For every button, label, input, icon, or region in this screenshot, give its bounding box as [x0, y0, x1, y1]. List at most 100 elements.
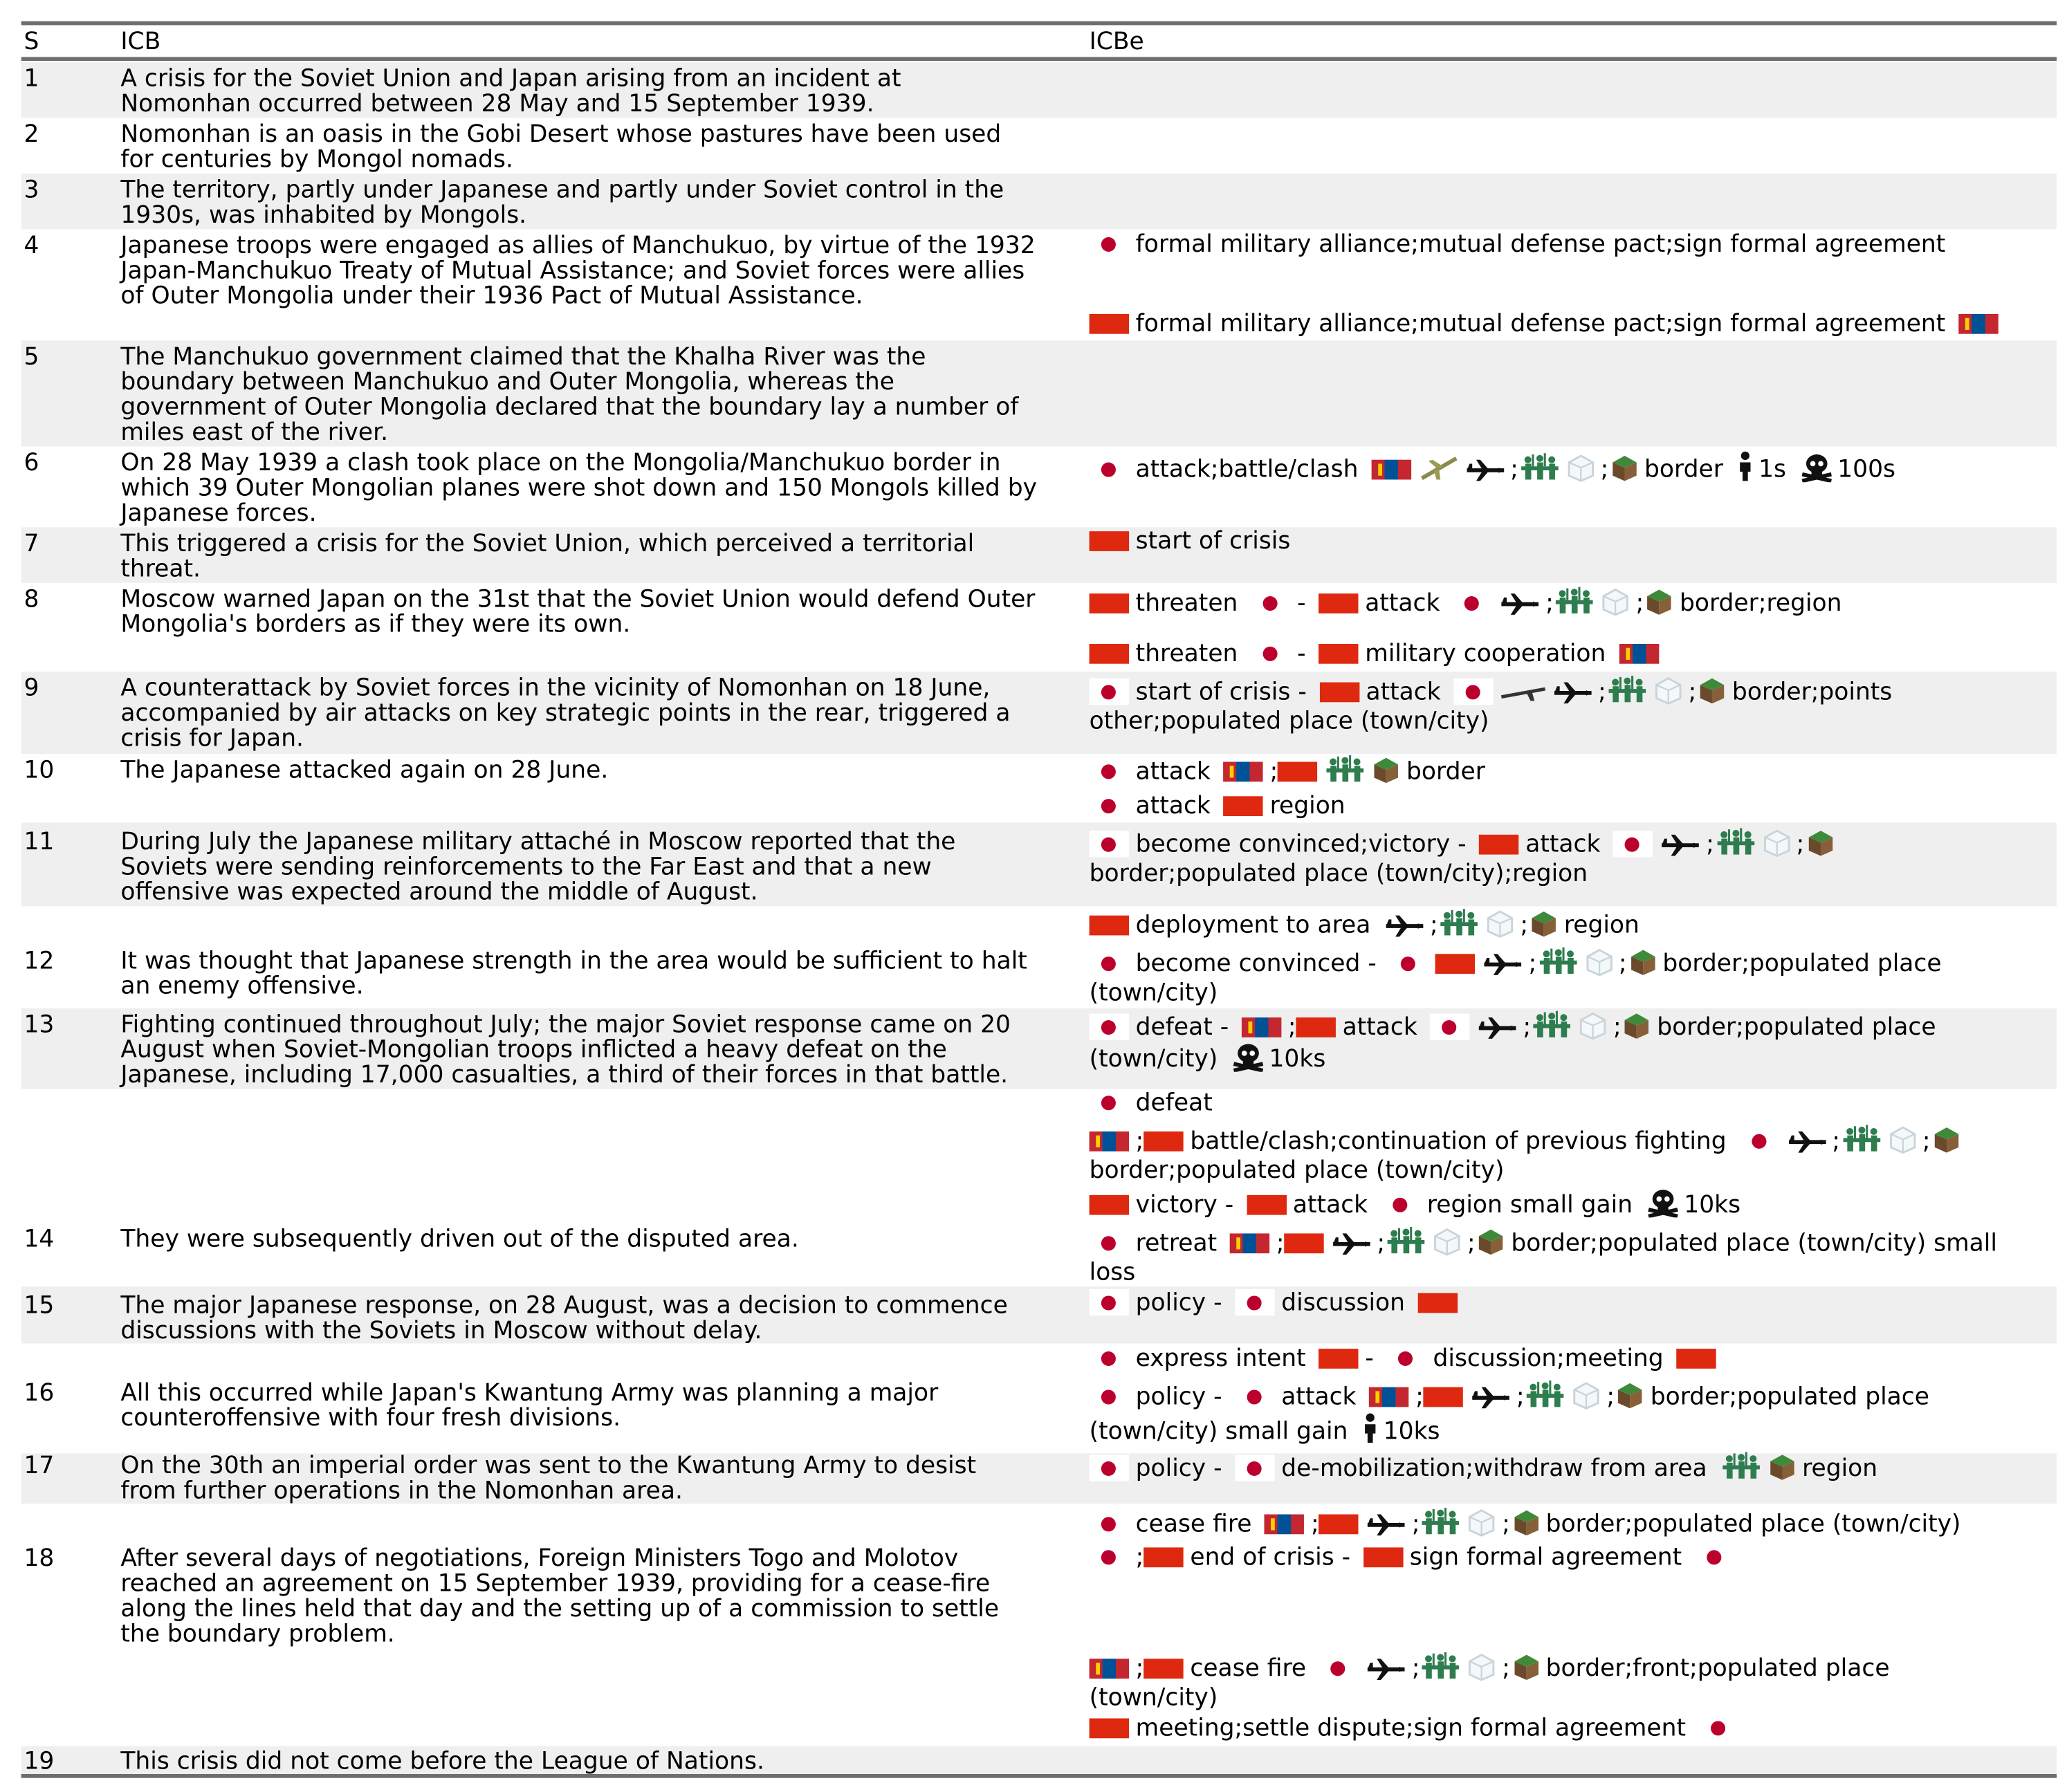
soviet-union-flag-icon [1089, 643, 1130, 664]
soviet-union-flag-icon [1319, 682, 1359, 703]
table-bottom-rule [21, 1773, 2057, 1778]
icb-line: crisis for Japan. [120, 724, 304, 753]
soviet-union-flag-icon [1246, 1194, 1287, 1215]
row-number: 6 [24, 449, 39, 477]
event-text: policy - [1135, 1383, 1222, 1412]
event-text: become convinced - [1135, 950, 1377, 978]
separator: ; [1502, 1654, 1510, 1683]
soviet-union-flag-icon [1143, 1131, 1184, 1152]
event-text: victory - [1135, 1191, 1234, 1219]
ice-block-icon [1653, 676, 1684, 705]
icb-text: This triggered a crisis for the Soviet U… [120, 531, 974, 582]
row-number: 11 [24, 828, 55, 856]
icb-line: Soviets were sending reinforcements to t… [120, 853, 932, 881]
icbe-event-line: become convinced;victory - attack ;; [1089, 828, 1840, 860]
japan-flag-icon [1235, 1288, 1275, 1316]
icb-line: August when Soviet-Mongolian troops infl… [120, 1035, 947, 1064]
icb-text: Japanese troops were engaged as allies o… [120, 233, 1035, 308]
person-icon [1736, 450, 1755, 482]
japan-flag-icon [1613, 831, 1653, 858]
troops-icon [1536, 947, 1579, 977]
mongolia-flag-icon [1265, 1514, 1305, 1535]
icb-line: Fighting continued throughout July; the … [120, 1010, 1011, 1039]
event-text: 1s [1758, 455, 1787, 484]
mongolia-flag-icon [1089, 1131, 1130, 1152]
event-text: attack;battle/clash [1135, 455, 1359, 484]
ice-block-icon [1467, 1508, 1498, 1537]
japan-flag-icon [1319, 1654, 1359, 1681]
icbe-event: become convinced;victory - attack ;; bord… [1089, 828, 1840, 889]
ground-block-icon [1510, 1508, 1542, 1537]
troops-icon [1385, 1226, 1427, 1256]
icbe-event-line: victory - attack region small gain 10ks [1089, 1188, 1746, 1220]
event-text: sign formal agreement [1409, 1543, 1682, 1571]
icb-line: for centuries by Mongol nomads. [120, 145, 513, 174]
troops-icon [1720, 1452, 1762, 1481]
icb-line: A crisis for the Soviet Union and Japan … [120, 64, 901, 93]
japan-flag-icon [1089, 455, 1130, 483]
icb-line: boundary between Manchukuo and Outer Mon… [120, 368, 895, 396]
icbe-event: start of crisis - attack ;; border;points… [1089, 675, 1898, 737]
event-text: border;populated place (town/city) [1545, 1510, 1961, 1539]
row-number: 14 [24, 1225, 55, 1254]
mongolia-flag-icon [1371, 459, 1411, 480]
airplane-icon [1499, 592, 1541, 616]
airplane-icon [1366, 1657, 1408, 1681]
separator: ; [1135, 1543, 1144, 1571]
airplane-icon [1366, 1513, 1408, 1537]
mongolia-flag-icon [1619, 643, 1659, 664]
icbe-event-line: policy - attack ;;; border;populated plac… [1089, 1380, 1935, 1412]
separator: ; [1430, 911, 1438, 940]
separator: ; [1688, 678, 1697, 707]
soviet-union-flag-icon [1089, 1718, 1130, 1739]
icbe-event: deployment to area ;; region [1089, 909, 1645, 941]
icbe-event-line: attack;battle/clash ;; border 1s 100s [1089, 450, 1901, 485]
icbe-event: ; cease fire ;; border;front;populated pla… [1089, 1652, 1895, 1713]
row-number: 9 [24, 674, 39, 703]
soviet-union-flag-icon [1089, 915, 1130, 936]
icb-line: On 28 May 1939 a clash took place on the… [120, 449, 1001, 477]
event-text: discussion;meeting [1433, 1345, 1664, 1373]
japan-flag-icon [1089, 1013, 1130, 1040]
event-text: border;populated place [1662, 950, 1942, 978]
ice-block-icon [1565, 453, 1597, 482]
header-icbe: ICBe [1089, 28, 1144, 56]
event-text: attack [1366, 678, 1441, 707]
separator: ; [1467, 1229, 1476, 1257]
icb-line: Moscow warned Japan on the 31st that the… [120, 585, 1036, 613]
soviet-union-flag-icon [1223, 796, 1264, 817]
japan-flag-icon [1694, 1543, 1735, 1570]
soviet-union-flag-icon [1319, 1349, 1359, 1369]
soviet-union-flag-icon [1089, 313, 1130, 334]
event-text: formal military alliance;mutual defense … [1135, 230, 1946, 259]
troops-icon [1518, 453, 1561, 482]
troops-icon [1420, 1652, 1462, 1681]
mongolia-flag-icon [1958, 313, 1999, 334]
event-text: border [1406, 757, 1485, 786]
icbe-event: attack;battle/clash ;; border 1s 100s [1089, 450, 1901, 485]
event-text: attack [1135, 792, 1211, 820]
row-number: 15 [24, 1291, 55, 1320]
event-text: border;populated place (town/city);regio… [1089, 860, 1588, 888]
separator: ; [1516, 1383, 1525, 1412]
soviet-union-flag-icon [1319, 1514, 1359, 1535]
icb-text: A counterattack by Soviet forces in the … [120, 676, 1010, 751]
soviet-union-flag-icon [1319, 593, 1359, 613]
troops-icon [1606, 675, 1648, 705]
japan-flag-icon [1089, 1454, 1130, 1481]
event-text: region [1269, 792, 1345, 820]
separator: ; [1311, 1510, 1319, 1539]
japan-flag-icon [1380, 1191, 1421, 1218]
separator: ; [1520, 911, 1529, 940]
separator: ; [1635, 589, 1644, 618]
row-number: 12 [24, 947, 55, 975]
icbe-event-line: policy - discussion [1089, 1288, 1464, 1318]
japan-flag-icon [1089, 1345, 1130, 1371]
separator: ; [1276, 1229, 1285, 1257]
event-text: (town/city) small gain [1089, 1417, 1348, 1445]
row-number: 1 [24, 64, 39, 93]
event-text: formal military alliance;mutual defense … [1135, 310, 1946, 338]
japan-flag-icon [1089, 950, 1130, 977]
row-band [21, 527, 2057, 583]
row-number: 16 [24, 1379, 55, 1407]
